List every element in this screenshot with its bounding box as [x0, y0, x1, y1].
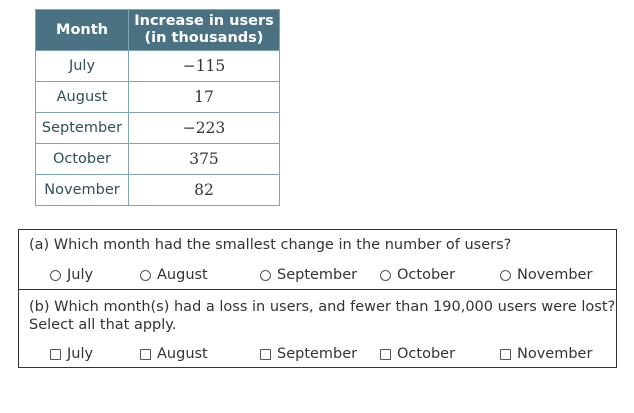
radio-button[interactable] [50, 269, 61, 281]
users-table: Month Increase in users (in thousands) J… [35, 9, 280, 206]
option-a-september[interactable]: September [260, 267, 357, 283]
header-increase: Increase in users (in thousands) [128, 9, 280, 51]
option-b-october[interactable]: October [380, 346, 455, 362]
value-cell: −223 [128, 112, 280, 144]
value-cell: −115 [128, 50, 280, 82]
option-a-october[interactable]: October [380, 267, 455, 283]
option-b-september[interactable]: September [260, 346, 357, 362]
table-row: September −223 [35, 112, 280, 144]
table-row: October 375 [35, 143, 280, 175]
option-label: October [397, 346, 456, 362]
table-row: July −115 [35, 50, 280, 82]
header-increase-line1: Increase in users [134, 13, 274, 29]
checkbox[interactable] [260, 348, 271, 360]
option-label: October [397, 267, 456, 283]
option-label: November [517, 346, 593, 362]
option-label: September [277, 267, 358, 283]
option-label: July [67, 267, 94, 283]
option-label: November [517, 267, 593, 283]
option-b-november[interactable]: November [500, 346, 592, 362]
option-b-august[interactable]: August [140, 346, 208, 362]
option-a-august[interactable]: August [140, 267, 208, 283]
question-divider [19, 289, 616, 290]
header-month: Month [35, 9, 129, 51]
month-cell: July [35, 50, 129, 82]
header-increase-line2: (in thousands) [144, 30, 264, 46]
table-row: August 17 [35, 81, 280, 113]
option-label: August [157, 346, 208, 362]
radio-button[interactable] [140, 269, 151, 281]
radio-button[interactable] [260, 269, 271, 281]
option-label: August [157, 267, 208, 283]
table-header-row: Month Increase in users (in thousands) [35, 9, 280, 51]
option-label: July [67, 346, 94, 362]
questions-box: (a) Which month had the smallest change … [18, 229, 617, 368]
option-label: September [277, 346, 358, 362]
value-cell: 82 [128, 174, 280, 206]
month-cell: September [35, 112, 129, 144]
value-cell: 375 [128, 143, 280, 175]
option-a-july[interactable]: July [50, 267, 93, 283]
month-cell: October [35, 143, 129, 175]
checkbox[interactable] [140, 348, 151, 360]
checkbox[interactable] [50, 348, 61, 360]
option-b-july[interactable]: July [50, 346, 93, 362]
radio-button[interactable] [380, 269, 391, 281]
checkbox[interactable] [500, 348, 511, 360]
month-cell: August [35, 81, 129, 113]
month-cell: November [35, 174, 129, 206]
question-b-line1: (b) Which month(s) had a loss in users, … [29, 299, 616, 315]
table-row: November 82 [35, 174, 280, 206]
value-cell: 17 [128, 81, 280, 113]
question-b-line2: Select all that apply. [29, 317, 177, 333]
question-a-text: (a) Which month had the smallest change … [29, 237, 512, 253]
option-a-november[interactable]: November [500, 267, 592, 283]
checkbox[interactable] [380, 348, 391, 360]
question-b-text: (b) Which month(s) had a loss in users, … [29, 298, 615, 334]
radio-button[interactable] [500, 269, 511, 281]
